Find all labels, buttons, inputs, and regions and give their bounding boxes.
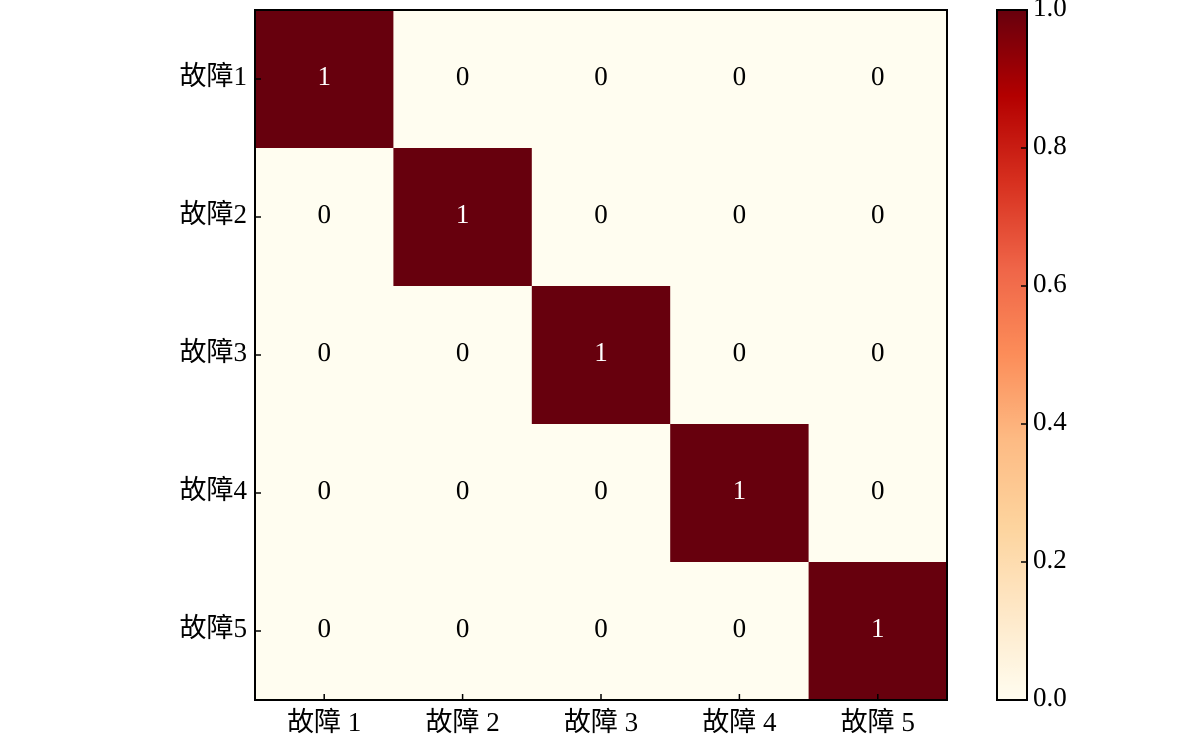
x-tick-label: 故障 3 — [564, 707, 638, 737]
cell-label: 0 — [733, 199, 747, 229]
heatmap-cell — [255, 424, 394, 563]
cell-label: 0 — [317, 337, 331, 367]
heatmap-cell — [670, 424, 810, 563]
heatmap-cell — [255, 148, 394, 287]
heatmap-cell — [393, 286, 533, 425]
cell-label: 0 — [594, 475, 608, 505]
colorbar-tick-label: 0.0 — [1033, 682, 1067, 712]
cell-label: 0 — [317, 199, 331, 229]
heatmap-cell — [808, 148, 948, 287]
y-tick-label: 故障5 — [180, 613, 248, 643]
cell-label: 0 — [456, 475, 470, 505]
heatmap-cell — [808, 424, 948, 563]
heatmap-cell — [255, 286, 394, 425]
heatmap-cell — [670, 286, 810, 425]
cell-label: 0 — [733, 337, 747, 367]
cell-label: 1 — [871, 613, 885, 643]
heatmap-cell — [808, 286, 948, 425]
heatmap-cell — [808, 562, 948, 701]
heatmap-cell — [255, 10, 394, 149]
heatmap-cell — [670, 10, 810, 149]
cell-label: 1 — [733, 475, 747, 505]
heatmap-cell — [393, 562, 533, 701]
heatmap-cell — [531, 562, 671, 701]
cell-label: 0 — [594, 199, 608, 229]
cell-label: 0 — [456, 61, 470, 91]
cell-label: 0 — [456, 613, 470, 643]
y-tick-label: 故障4 — [180, 475, 248, 505]
heatmap-cell — [393, 10, 533, 149]
colorbar-tick-label: 0.4 — [1033, 406, 1067, 436]
cell-label: 0 — [456, 337, 470, 367]
cell-label: 0 — [871, 61, 885, 91]
colorbar-tick-label: 0.6 — [1033, 268, 1067, 298]
colorbar-tick-label: 0.8 — [1033, 130, 1067, 160]
heatmap-cell — [255, 562, 394, 701]
cell-label: 1 — [594, 337, 608, 367]
heatmap-cell — [670, 148, 810, 287]
x-tick-label: 故障 1 — [287, 707, 361, 737]
y-tick-label: 故障3 — [180, 337, 248, 367]
cell-label: 0 — [871, 337, 885, 367]
cell-label: 1 — [456, 199, 470, 229]
colorbar — [996, 9, 1028, 701]
heatmap-cell — [531, 286, 671, 425]
cell-label: 0 — [317, 613, 331, 643]
colorbar-tick-label: 1.0 — [1033, 0, 1067, 22]
heatmap-cell — [531, 148, 671, 287]
cell-label: 0 — [594, 61, 608, 91]
y-tick-label: 故障1 — [180, 61, 248, 91]
cell-label: 0 — [871, 199, 885, 229]
heatmap-cell — [393, 424, 533, 563]
x-tick-label: 故障 2 — [425, 707, 499, 737]
cell-label: 0 — [733, 613, 747, 643]
colorbar-tick-label: 0.2 — [1033, 544, 1067, 574]
y-tick-label: 故障2 — [180, 199, 248, 229]
cell-label: 0 — [317, 475, 331, 505]
cell-label: 0 — [733, 61, 747, 91]
cell-label: 1 — [317, 61, 331, 91]
heatmap-cell — [531, 424, 671, 563]
heatmap-cell — [531, 10, 671, 149]
cell-label: 0 — [871, 475, 885, 505]
heatmap-cell — [670, 562, 810, 701]
x-tick-label: 故障 4 — [702, 707, 777, 737]
cell-label: 0 — [594, 613, 608, 643]
heatmap-cell — [808, 10, 948, 149]
heatmap-cell — [393, 148, 533, 287]
x-tick-label: 故障 5 — [841, 707, 915, 737]
